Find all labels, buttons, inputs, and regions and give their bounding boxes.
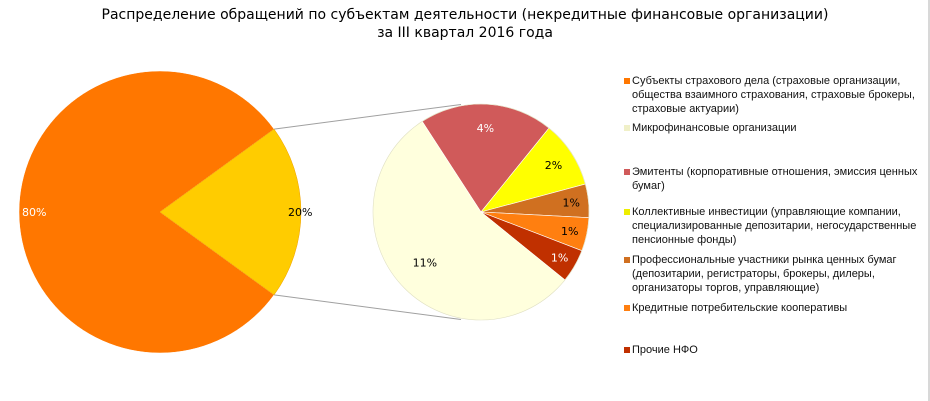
label-secondary-3: 1% <box>561 225 578 238</box>
label-main-other: 20% <box>288 206 312 219</box>
connector-line-bottom <box>274 294 462 320</box>
connector-line-top <box>274 104 462 130</box>
legend-swatch <box>624 209 630 215</box>
label-secondary-4: 1% <box>551 251 568 264</box>
main-slice-insurance <box>18 70 275 354</box>
label-secondary-0: 4% <box>477 122 494 135</box>
legend-swatch <box>624 257 630 263</box>
legend-swatch <box>624 78 630 84</box>
legend-item: Кредитные потребительские кооперативы <box>624 301 924 315</box>
legend: Субъекты страхового дела (страховые орга… <box>624 74 924 357</box>
chart-title-line1: Распределение обращений по субъектам дея… <box>101 7 829 23</box>
legend-label: Субъекты страхового дела (страховые орга… <box>632 75 915 115</box>
secondary-pie-outline <box>372 103 590 321</box>
chart-title-line2: за III квартал 2016 года <box>377 25 553 41</box>
legend-item: Эмитенты (корпоративные отношения, эмисс… <box>624 165 924 193</box>
label-secondary-2: 1% <box>562 197 579 210</box>
legend-label: Коллективные инвестиции (управляющие ком… <box>632 206 917 246</box>
label-secondary-5: 11% <box>413 257 437 270</box>
legend-item: Микрофинансовые организации <box>624 121 924 135</box>
legend-item: Коллективные инвестиции (управляющие ком… <box>624 205 924 247</box>
legend-label: Микрофинансовые организации <box>632 122 797 134</box>
legend-swatch <box>624 169 630 175</box>
label-secondary-1: 2% <box>545 159 562 172</box>
legend-swatch <box>624 305 630 311</box>
legend-label: Профессиональные участники рынка ценных … <box>632 254 897 294</box>
legend-item: Прочие НФО <box>624 343 924 357</box>
legend-label: Эмитенты (корпоративные отношения, эмисс… <box>632 166 918 192</box>
legend-label: Кредитные потребительские кооперативы <box>632 302 848 314</box>
legend-item: Субъекты страхового дела (страховые орга… <box>624 74 924 116</box>
legend-label: Прочие НФО <box>632 344 698 356</box>
label-main-insurance: 80% <box>22 206 46 219</box>
legend-swatch <box>624 125 630 131</box>
main-slice-other <box>159 128 302 296</box>
legend-item: Профессиональные участники рынка ценных … <box>624 253 924 295</box>
legend-swatch <box>624 347 630 353</box>
